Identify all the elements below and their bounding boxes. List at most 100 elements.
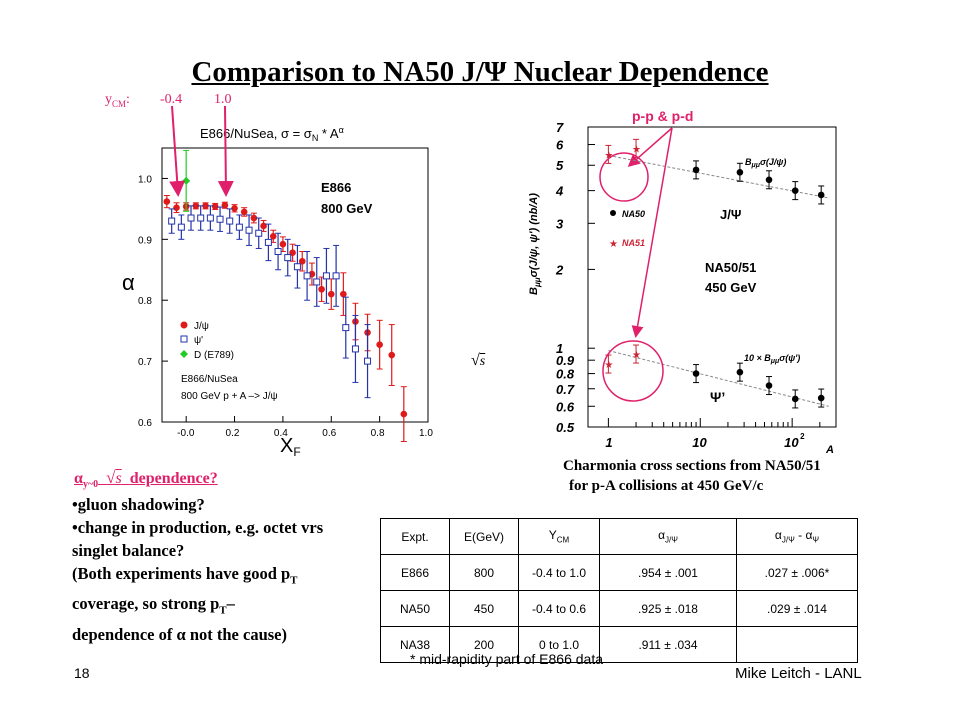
right-ytick-label: 6 (556, 138, 564, 153)
right-ytick-label: 2 (555, 262, 564, 277)
right-xtick-sup: 2 (800, 432, 805, 441)
na50-point (765, 382, 773, 389)
left-ytick-label: 0.9 (138, 235, 152, 246)
psiprime-point (303, 272, 311, 280)
right-ytick-label: 1 (556, 341, 563, 356)
na50-point (817, 191, 825, 199)
author: Mike Leitch - LANL (735, 665, 862, 682)
left-xtick-label: 0.8 (371, 428, 385, 439)
caption-line-1: Charmonia cross sections from NA50/51 (563, 458, 821, 474)
ycm-left-value: -0.4 (160, 92, 183, 107)
table-cell: -0.4 to 1.0 (518, 554, 600, 591)
jpsi-point (250, 214, 258, 222)
na50-point (692, 166, 700, 174)
na51-point: ★ (632, 350, 641, 361)
jpsi-label: J/Ψ (720, 207, 741, 222)
table-row: NA50 450 -0.4 to 0.6.925 ± .018.029 ± .014 (380, 590, 858, 627)
psiprime-point (216, 215, 224, 223)
right-ytick-label: 0.5 (556, 420, 575, 435)
psiprime-point (322, 272, 330, 280)
psiprime-point (245, 226, 253, 234)
table-row: E866 800 -0.4 to 1.0.954 ± .001.027 ± .006… (380, 554, 858, 591)
left-ylabel: α (122, 270, 135, 295)
psiprime-label: Ψ’ (710, 389, 725, 405)
jpsi-point (221, 201, 229, 209)
left-xlabel: XF (280, 435, 301, 459)
psiprime-point (187, 214, 195, 222)
legend-marker-na50 (610, 210, 616, 216)
na51-point: ★ (632, 144, 641, 155)
sqrt-s-label: √s (471, 352, 486, 369)
psiprime-point (177, 223, 185, 231)
page-number: 18 (74, 665, 90, 681)
curve-label-bottom: 10 × Bμμσ(ψ') (744, 353, 800, 365)
psiprime-point (274, 248, 282, 256)
jpsi-point (192, 202, 200, 210)
e866-annotation-1: E866 (321, 180, 351, 195)
na50-point (692, 370, 700, 377)
table-cell: .911 ± .034 (599, 626, 737, 663)
left-xtick-label: 0.4 (274, 428, 288, 439)
legend-marker-jpsi (180, 321, 188, 329)
jpsi-point (231, 204, 238, 212)
psiprime-point (235, 223, 243, 231)
circle-pp-bottom (602, 340, 664, 402)
na50-point (765, 176, 773, 184)
bullet-2: •change in production, e.g. octet vrs si… (72, 518, 324, 560)
circle-pp-top (599, 152, 649, 202)
legend-d: D (E789) (194, 350, 234, 361)
jpsi-point (388, 351, 396, 359)
right-ytick-label: 7 (556, 120, 564, 135)
table-cell: NA38 (380, 626, 450, 663)
table-cell: .027 ± .006* (736, 554, 858, 591)
jpsi-point (318, 285, 325, 293)
e866-annotation-2: 800 GeV (321, 201, 373, 216)
jpsi-point (327, 290, 335, 298)
right-plot-frame (587, 126, 837, 428)
jpsi-point (211, 203, 219, 210)
jpsi-point (400, 410, 408, 418)
right-xtick-label: 10 (692, 435, 707, 450)
table-cell: 800 (449, 554, 519, 591)
left-xtick-label: 1.0 (419, 428, 433, 439)
question-line: αy~0 √s dependence? (74, 468, 218, 491)
table-cell: .029 ± .014 (736, 590, 858, 627)
right-ytick-label: 0.7 (556, 382, 575, 397)
paren-1: (Both experiments have good pT (72, 564, 298, 587)
page-title: Comparison to NA50 J/Ψ Nuclear Dependenc… (191, 56, 769, 88)
jpsi-point (260, 222, 267, 230)
right-xtick-label: 1 (605, 435, 612, 450)
table-cell: 0 to 1.0 (518, 626, 600, 663)
psiprime-point (226, 217, 234, 225)
na-label-1: NA50/51 (705, 260, 756, 275)
curve-label-top: Bμμσ(J/ψ) (745, 157, 786, 169)
table-row: NA38 200 0 to 1.0.911 ± .034 (380, 626, 858, 663)
fit-line-psiprime (608, 350, 829, 407)
legend-marker-psip (180, 335, 188, 343)
th-alpha-diff: αJ/Ψ - αΨ (736, 518, 858, 555)
psiprime-point (313, 278, 321, 286)
right-ytick-label: 0.8 (556, 367, 575, 382)
left-ytick-label: 0.8 (138, 296, 152, 307)
legend-marker-na51: ★ (609, 239, 618, 250)
table-cell: .954 ± .001 (599, 554, 737, 591)
table-cell: .925 ± .018 (599, 590, 737, 627)
table-cell: -0.4 to 0.6 (518, 590, 600, 627)
psiprime-point (284, 254, 292, 262)
psiprime-point (197, 214, 205, 222)
right-ytick-label: 5 (556, 158, 564, 173)
psiprime-point (342, 324, 350, 332)
jpsi-point (173, 204, 180, 211)
table-cell: NA50 (380, 590, 450, 627)
na50-point (736, 168, 744, 176)
jpsi-point (340, 290, 347, 298)
th-expt: Expt. (380, 518, 450, 555)
na50-point (817, 394, 825, 402)
jpsi-point (298, 257, 306, 265)
psiprime-point (255, 229, 263, 237)
pp-pd-label: p-p & p-d (632, 108, 694, 124)
psiprime-point (168, 217, 176, 225)
legend-psip: ψ' (194, 335, 203, 346)
th-ycm: YCM (518, 518, 600, 555)
